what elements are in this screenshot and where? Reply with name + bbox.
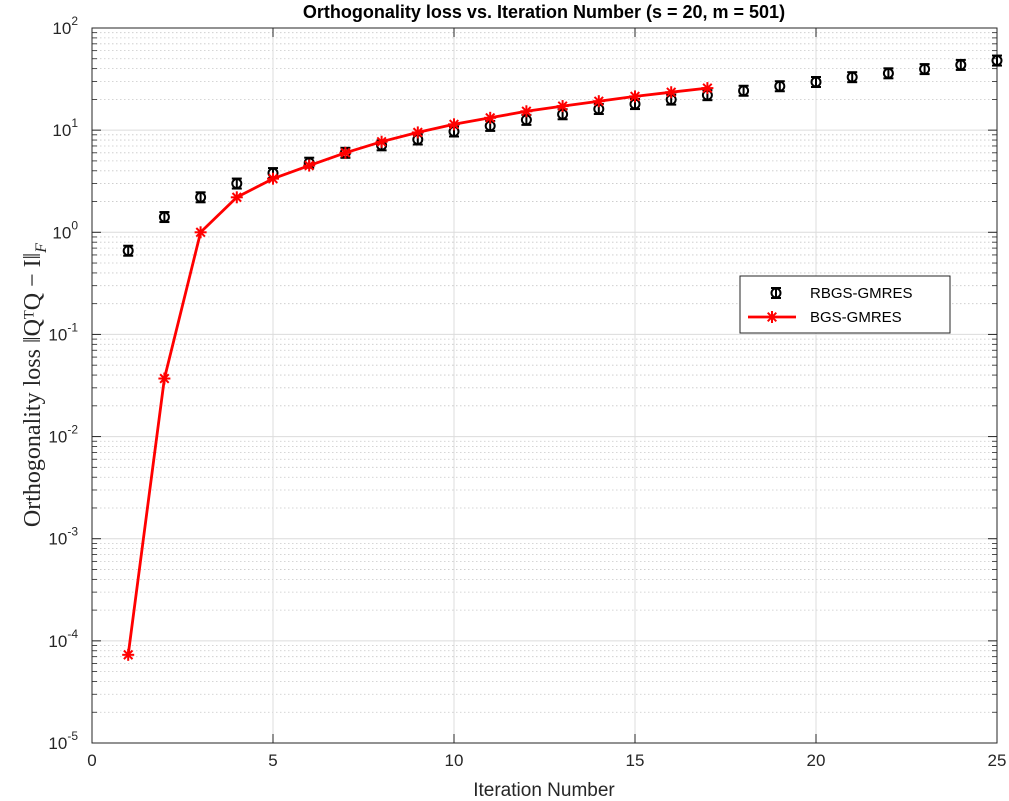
- y-tick-label: 10-5: [48, 729, 78, 753]
- x-axis-label: Iteration Number: [473, 780, 615, 801]
- circle-errorbar-marker: [158, 211, 170, 224]
- y-tick-exponent: 1: [71, 116, 78, 130]
- plot-frame: [91, 27, 998, 744]
- y-tick-exponent: -3: [67, 525, 78, 539]
- y-tick-base: 10: [52, 121, 71, 140]
- asterisk-marker: [230, 191, 243, 204]
- y-tick-label: 101: [52, 116, 78, 140]
- circle-errorbar-marker: [231, 177, 243, 190]
- legend-label: BGS-GMRES: [810, 309, 902, 326]
- minor-grid: [92, 32, 997, 713]
- x-tick-label: 0: [87, 751, 96, 770]
- asterisk-marker: [303, 159, 316, 172]
- y-tick-base: 10: [48, 530, 67, 549]
- x-tick-label: 20: [807, 751, 826, 770]
- y-tick-base: 10: [52, 223, 71, 242]
- y-axis-label-text: Orthogonality loss ‖QᵀQ − I‖: [20, 253, 46, 527]
- series-bgs-gmres: [122, 82, 714, 661]
- y-tick-label: 102: [52, 14, 78, 38]
- y-axis-label: Orthogonality loss ‖QᵀQ − I‖F: [20, 243, 50, 527]
- y-tick-base: 10: [48, 632, 67, 651]
- legend-item: BGS-GMRES: [748, 309, 902, 326]
- asterisk-marker: [158, 372, 171, 385]
- circle-errorbar-marker: [122, 244, 134, 257]
- x-tick-label: 15: [626, 751, 645, 770]
- legend-label: RBGS-GMRES: [810, 285, 913, 302]
- asterisk-marker: [484, 111, 497, 124]
- legend: RBGS-GMRES BGS-GMRES: [739, 275, 951, 334]
- asterisk-marker: [592, 95, 605, 108]
- asterisk-marker: [339, 146, 352, 159]
- x-tick-label: 25: [988, 751, 1007, 770]
- y-tick-exponent: -1: [67, 320, 78, 334]
- y-tick-label: 10-4: [48, 627, 78, 651]
- x-tick-label: 5: [268, 751, 277, 770]
- y-axis-label-subscript: F: [33, 243, 50, 254]
- y-tick-exponent: -5: [67, 729, 78, 743]
- circle-errorbar-marker: [919, 63, 931, 76]
- circle-errorbar-marker: [810, 76, 822, 89]
- y-tick-label: 100: [52, 218, 78, 242]
- asterisk-marker: [448, 118, 460, 131]
- y-tick-exponent: -2: [67, 423, 78, 437]
- asterisk-marker: [411, 126, 424, 139]
- asterisk-marker: [375, 135, 388, 148]
- asterisk-marker: [267, 172, 279, 185]
- circle-errorbar-marker: [846, 71, 858, 84]
- circle-errorbar-marker: [738, 84, 750, 97]
- x-tick-label: 10: [445, 751, 464, 770]
- y-tick-label: 10-1: [48, 320, 78, 344]
- y-tick-base: 10: [48, 734, 67, 753]
- circle-errorbar-marker: [955, 58, 967, 71]
- plot-background: [92, 28, 997, 743]
- circle-errorbar-marker: [195, 191, 207, 204]
- asterisk-marker: [556, 100, 569, 113]
- y-tick-base: 10: [48, 325, 67, 344]
- asterisk-marker: [701, 82, 714, 95]
- y-tick-base: 10: [52, 19, 71, 38]
- circle-errorbar-marker: [991, 54, 1003, 67]
- y-tick-exponent: -4: [67, 627, 78, 641]
- asterisk-marker: [629, 90, 641, 103]
- legend-item: RBGS-GMRES: [770, 285, 913, 302]
- series-rbgs-gmres: [122, 54, 1003, 257]
- legend-box: [739, 275, 951, 334]
- asterisk-marker: [122, 648, 135, 661]
- circle-errorbar-marker: [770, 287, 782, 299]
- circle-errorbar-marker: [774, 80, 786, 93]
- asterisk-marker: [665, 86, 678, 99]
- asterisk-marker: [194, 226, 207, 239]
- series-layer: [122, 54, 1003, 661]
- circle-errorbar-marker: [882, 67, 894, 80]
- y-tick-exponent: 2: [71, 14, 78, 28]
- asterisk-marker: [766, 311, 778, 323]
- chart-title: Orthogonality loss vs. Iteration Number …: [303, 2, 785, 22]
- y-tick-base: 10: [48, 428, 67, 447]
- y-tick-label: 10-2: [48, 423, 78, 447]
- y-tick-exponent: 0: [71, 218, 78, 232]
- x-tick-labels: 0 5 10 15 20 25: [87, 751, 1006, 770]
- asterisk-marker: [520, 105, 533, 118]
- y-tick-label: 10-3: [48, 525, 78, 549]
